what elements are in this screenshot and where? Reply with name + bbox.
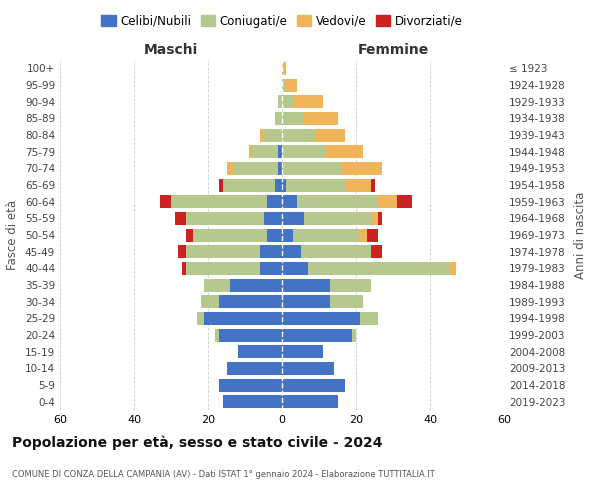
Bar [371, 212, 378, 225]
Bar [282, 245, 301, 258]
Bar [371, 245, 382, 258]
Bar [160, 195, 171, 208]
Bar [282, 62, 286, 75]
Bar [219, 378, 282, 392]
Bar [282, 78, 286, 92]
Bar [278, 162, 282, 175]
Bar [227, 162, 234, 175]
Y-axis label: Fasce di età: Fasce di età [7, 200, 19, 270]
Bar [360, 312, 378, 325]
Bar [345, 178, 371, 192]
Bar [178, 245, 186, 258]
Bar [186, 262, 260, 275]
Y-axis label: Anni di nascita: Anni di nascita [574, 192, 587, 278]
Bar [316, 128, 345, 141]
Bar [204, 312, 282, 325]
Bar [263, 128, 282, 141]
Bar [249, 145, 253, 158]
Bar [219, 178, 223, 192]
Bar [275, 112, 282, 125]
Bar [330, 278, 371, 291]
Bar [293, 228, 360, 241]
Bar [282, 228, 293, 241]
Bar [223, 178, 275, 192]
Bar [182, 262, 186, 275]
Bar [360, 228, 367, 241]
Bar [286, 78, 297, 92]
Bar [378, 212, 382, 225]
Text: Maschi: Maschi [144, 42, 198, 56]
Bar [282, 178, 286, 192]
Bar [238, 345, 282, 358]
Text: Popolazione per età, sesso e stato civile - 2024: Popolazione per età, sesso e stato civil… [12, 435, 383, 450]
Bar [308, 262, 449, 275]
Bar [230, 278, 282, 291]
Bar [263, 212, 282, 225]
Bar [260, 128, 263, 141]
Bar [186, 212, 263, 225]
Bar [186, 245, 260, 258]
Text: COMUNE DI CONZA DELLA CAMPANIA (AV) - Dati ISTAT 1° gennaio 2024 - Elaborazione : COMUNE DI CONZA DELLA CAMPANIA (AV) - Da… [12, 470, 435, 479]
Bar [282, 328, 352, 342]
Bar [260, 262, 282, 275]
Bar [186, 228, 193, 241]
Bar [234, 162, 278, 175]
Bar [286, 178, 345, 192]
Bar [219, 328, 282, 342]
Bar [449, 262, 456, 275]
Bar [171, 195, 267, 208]
Bar [278, 145, 282, 158]
Bar [204, 278, 230, 291]
Bar [330, 295, 364, 308]
Bar [371, 178, 374, 192]
Bar [304, 112, 337, 125]
Bar [282, 195, 297, 208]
Bar [197, 312, 204, 325]
Legend: Celibi/Nubili, Coniugati/e, Vedovi/e, Divorziati/e: Celibi/Nubili, Coniugati/e, Vedovi/e, Di… [97, 10, 467, 32]
Bar [282, 262, 308, 275]
Bar [278, 95, 282, 108]
Bar [297, 195, 378, 208]
Bar [200, 295, 219, 308]
Bar [267, 195, 282, 208]
Bar [282, 312, 360, 325]
Bar [282, 212, 304, 225]
Bar [282, 345, 323, 358]
Bar [282, 128, 316, 141]
Bar [282, 278, 330, 291]
Bar [215, 328, 219, 342]
Bar [193, 228, 267, 241]
Bar [253, 145, 278, 158]
Bar [219, 295, 282, 308]
Bar [397, 195, 412, 208]
Bar [227, 362, 282, 375]
Text: Femmine: Femmine [358, 42, 428, 56]
Bar [223, 395, 282, 408]
Bar [282, 112, 304, 125]
Bar [275, 178, 282, 192]
Bar [282, 362, 334, 375]
Bar [367, 228, 378, 241]
Bar [175, 212, 186, 225]
Bar [326, 145, 364, 158]
Bar [282, 395, 337, 408]
Bar [267, 228, 282, 241]
Bar [352, 328, 356, 342]
Bar [301, 245, 371, 258]
Bar [378, 195, 397, 208]
Bar [304, 212, 371, 225]
Bar [282, 378, 345, 392]
Bar [282, 162, 341, 175]
Bar [293, 95, 323, 108]
Bar [260, 245, 282, 258]
Bar [341, 162, 382, 175]
Bar [282, 295, 330, 308]
Bar [282, 145, 326, 158]
Bar [282, 95, 293, 108]
